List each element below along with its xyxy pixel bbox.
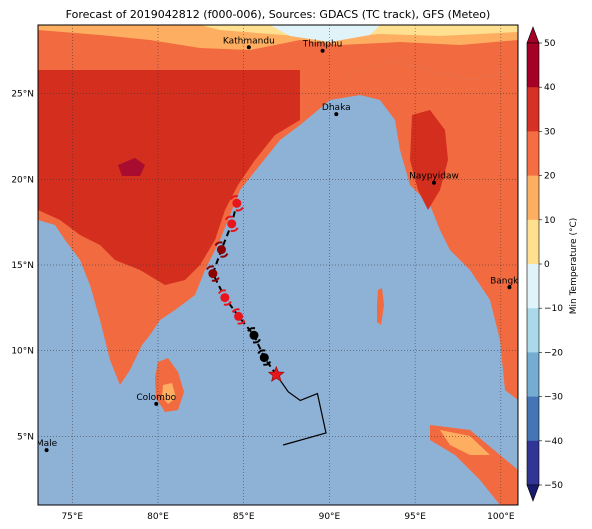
city-label: Dhaka: [322, 103, 351, 113]
lat-tick-label: 15°N: [11, 261, 34, 271]
storm-symbol-arms: [205, 265, 220, 282]
current-position-star: [267, 365, 285, 382]
storm-symbol-arms: [229, 195, 244, 212]
storm-symbol: [208, 269, 218, 279]
land-snow: [270, 25, 380, 42]
city-dot: [432, 180, 436, 185]
city-label: Kathmandu: [223, 36, 275, 46]
city-label: Naypyidaw: [409, 172, 459, 182]
storm-symbol-arms: [224, 215, 239, 233]
axis-labels: 5°N 10°N 15°N 20°N 25°N 75°E 80°E 85°E 90°E 95°E 1…: [11, 90, 515, 522]
lon-tick-label: 75°E: [61, 512, 83, 522]
storm-symbol: [234, 311, 244, 321]
city-dot: [334, 112, 339, 117]
map-title: Forecast of 2019042812 (f000-006), Sourc…: [65, 8, 491, 21]
city-label: Bangkok: [490, 276, 530, 286]
land-hot-spot: [118, 158, 145, 176]
lon-tick-label: 95°E: [404, 512, 426, 522]
storm-symbol: [216, 245, 226, 255]
lon-tick-label: 100°E: [487, 512, 515, 522]
lon-tick-label: 80°E: [147, 512, 169, 522]
graticule: [38, 25, 518, 505]
land-india-hot: [38, 70, 300, 285]
storm-symbol-arms: [217, 289, 232, 306]
lat-tick-label: 20°N: [11, 175, 34, 185]
land-sri-lanka-mild: [162, 383, 176, 404]
storm-symbol: [220, 293, 230, 303]
storm-symbol: [259, 353, 269, 363]
storm-symbol-arms: [257, 349, 272, 366]
city-dot: [154, 401, 159, 406]
city-markers: Kathmandu Thimphu Dhaka Naypyidaw Bangkok Col…: [36, 36, 530, 453]
storm-symbol-arms: [231, 308, 246, 325]
land-andaman-islands: [377, 288, 384, 325]
land-myanmar-hot: [410, 110, 448, 210]
lat-tick-label: 10°N: [11, 347, 34, 357]
city-dot: [320, 48, 325, 53]
storm-symbol: [227, 219, 237, 229]
lat-tick-label: 25°N: [11, 90, 34, 100]
storm-symbol-arms: [247, 327, 261, 344]
storm-symbol-arms: [214, 241, 229, 258]
land-southeast-asia: [330, 60, 518, 400]
past-track-line: [275, 374, 327, 446]
city-label: Male: [36, 439, 58, 449]
lon-tick-label: 85°E: [233, 512, 255, 522]
lon-tick-label: 90°E: [319, 512, 341, 522]
city-dot: [44, 448, 49, 453]
map-frame: [37, 24, 519, 506]
city-dot: [246, 45, 251, 50]
city-label: Thimphu: [302, 40, 343, 50]
lat-tick-label: 5°N: [17, 432, 34, 442]
storm-symbol: [232, 198, 242, 208]
city-dot: [507, 285, 512, 290]
city-label: Colombo: [136, 393, 176, 403]
cyclone-track: [205, 195, 327, 446]
storm-symbol: [249, 330, 259, 340]
